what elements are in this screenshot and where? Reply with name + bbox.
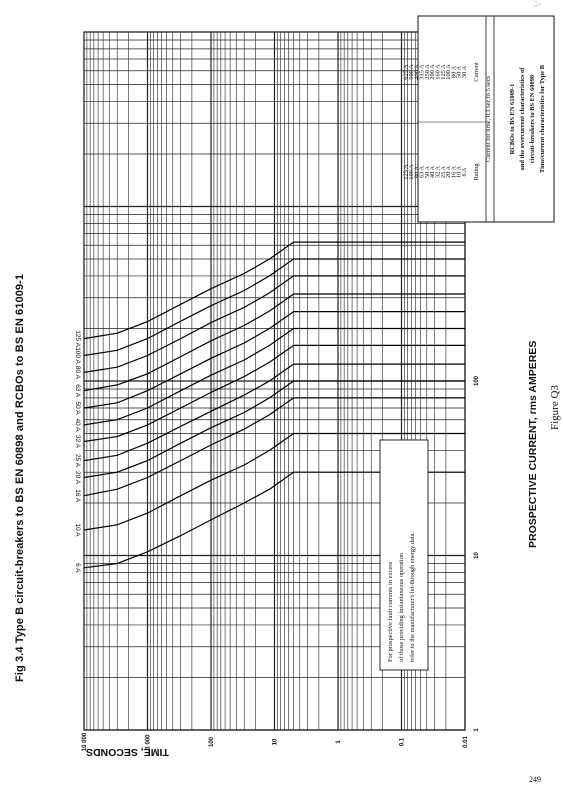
legend-cell: 30 A <box>461 65 468 78</box>
legend-cell: 6 A <box>461 167 468 176</box>
legend-title-line: circuit-breakers to BS EN 60898 <box>529 75 536 163</box>
curve-20a <box>83 380 465 479</box>
y-tick-label: 1 000 <box>146 734 152 750</box>
curve-6a <box>83 471 465 569</box>
legend-cell: 125 A <box>403 164 410 180</box>
legend-cell: 100 A <box>445 64 452 80</box>
legend-cell: 160 A <box>435 64 442 80</box>
curve-label: 20 A <box>74 471 81 485</box>
legend-cell: 63 A <box>419 165 426 178</box>
legend-cell: 400 A <box>413 64 420 80</box>
legend-cell: 32 A <box>435 165 442 178</box>
curve-label: 40 A <box>74 418 81 432</box>
curve-80a <box>83 275 465 373</box>
legend-header: Rating <box>473 163 480 181</box>
curve-10a <box>83 432 465 531</box>
note-line: of those providing instantaneous operati… <box>398 552 405 662</box>
curve-50a <box>83 311 465 409</box>
curve-label: 32 A <box>74 435 81 449</box>
y-tick-label: 10 <box>273 738 279 745</box>
curves <box>83 241 465 569</box>
curve-label: 80 A <box>74 366 81 380</box>
legend-time-note: Current for time, 0.1 sec to 5 secs <box>485 75 492 162</box>
curve-label: 25 A <box>74 454 81 468</box>
page-number: 249 <box>529 775 541 784</box>
legend-cell: 125 A <box>440 64 447 80</box>
curve-label: 125 A <box>74 330 81 347</box>
legend-cell: 500 A <box>408 64 415 80</box>
y-tick-label: 0.1 <box>400 737 406 746</box>
curve-label: 10 A <box>74 523 81 537</box>
x-tick-label: 100 <box>474 375 480 386</box>
legend-cell: 25 A <box>440 165 447 178</box>
legend-cell: 10 A <box>456 165 463 178</box>
note-line: refer to the manufacturer's let-through … <box>409 532 416 662</box>
y-tick-label: 0.01 <box>463 736 469 748</box>
curve-label: 6 A <box>74 563 81 573</box>
legend-cell: 16 A <box>450 165 457 178</box>
curve-32a <box>83 344 465 443</box>
x-tick-label: 1 <box>474 728 480 732</box>
legend-cell: 20 A <box>445 165 452 178</box>
legend-cell: 80 A <box>450 65 457 78</box>
curve-125a <box>83 241 465 340</box>
curve-label: 16 A <box>74 489 81 503</box>
legend-header: Current <box>473 62 480 82</box>
legend-title-line: Time/current characteristics for Type B <box>539 64 546 173</box>
legend-table: Time/current characteristics for Type Bc… <box>403 15 555 223</box>
curve-63a <box>83 293 465 392</box>
legend-cell: 50 A <box>424 165 431 178</box>
legend-cell: 315 A <box>419 64 426 80</box>
fault-current-note: For prospective fault currents in excess… <box>379 439 429 671</box>
legend-cell: 40 A <box>429 165 436 178</box>
legend-cell: 250 A <box>424 64 431 80</box>
curve-label: 100 A <box>74 347 81 364</box>
legend-cell: 625 A <box>403 64 410 80</box>
curve-100a <box>83 258 465 357</box>
curve-label: 63 A <box>74 384 81 398</box>
curve-40a <box>83 327 465 426</box>
curve-rating-labels: 6 A 10 A 16 A 20 A 25 A 32 A 40 A 50 A 63 A 80 A 1… <box>74 330 81 573</box>
curve-label: 50 A <box>74 402 81 416</box>
legend-title-line: RCBOs to BS EN 61009-1 <box>509 84 516 155</box>
note-frame <box>379 439 429 671</box>
note-line: For prospective fault currents in excess <box>387 561 394 662</box>
y-tick-label: 100 <box>209 736 215 747</box>
curve-16a <box>83 397 465 497</box>
curve-25a <box>83 363 465 462</box>
legend-cell: 200 A <box>429 64 436 80</box>
legend-cell: 50 A <box>456 65 463 78</box>
legend-cell: 80 A <box>413 165 420 178</box>
legend-title-line: and the overcurrent characteristics of <box>519 67 526 171</box>
x-tick-label: 10 <box>474 552 480 559</box>
y-tick-label: 1 <box>336 740 342 744</box>
y-tick-label: 10 000 <box>82 732 88 751</box>
legend-cell: 100 A <box>408 164 415 180</box>
